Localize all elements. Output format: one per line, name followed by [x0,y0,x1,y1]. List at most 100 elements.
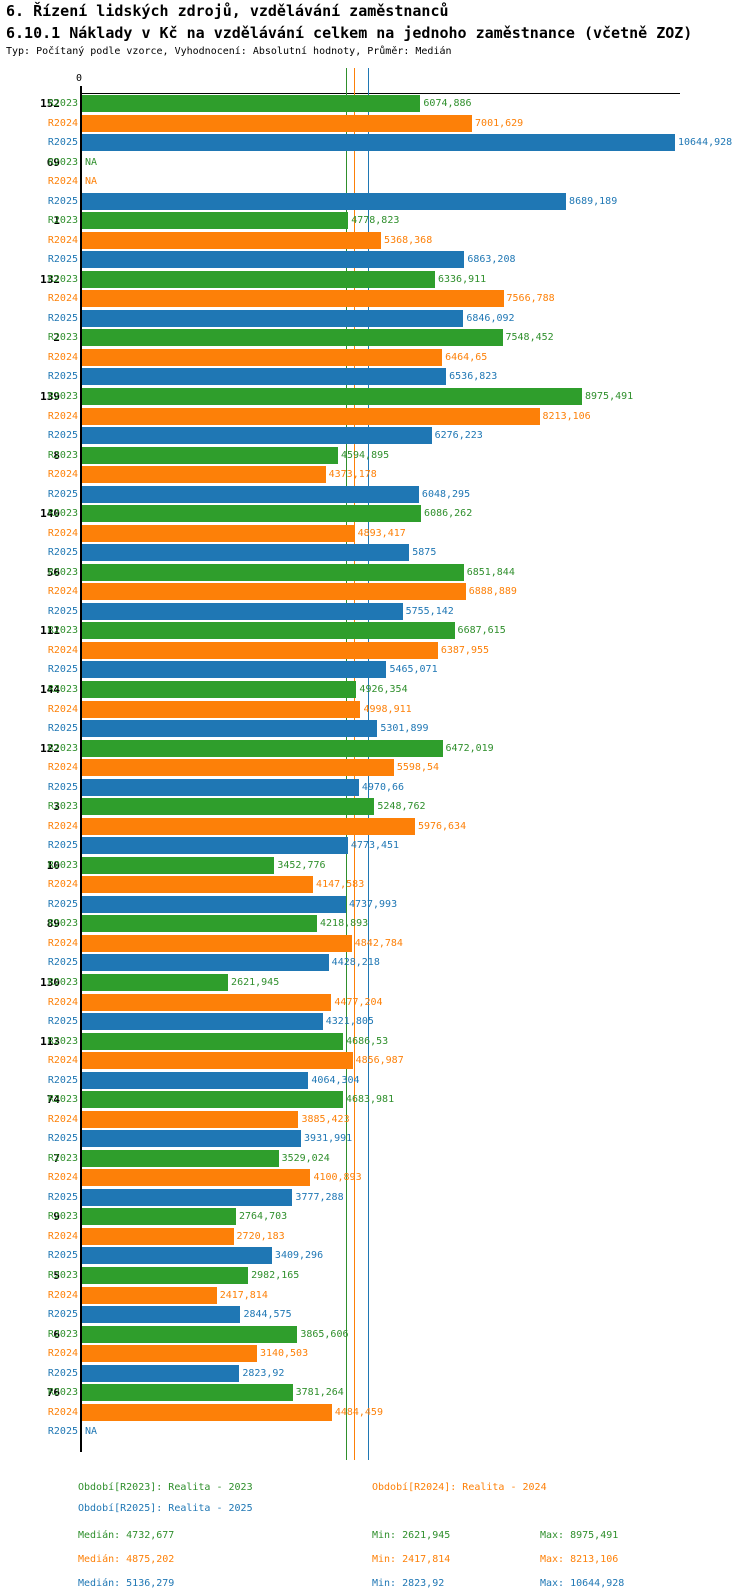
bar[interactable] [82,661,387,679]
bar[interactable] [82,1325,298,1343]
bar[interactable] [82,895,346,913]
bar[interactable] [82,1110,299,1128]
series-label-r2023: R2023 [47,977,78,988]
legend-stat-max-r2024: Max: 8213,106 [540,1554,619,1565]
bar-row: R2025 5301,899 [0,719,750,738]
bar[interactable] [82,1169,311,1187]
bar[interactable] [82,837,348,855]
bar[interactable] [82,1227,234,1245]
bar[interactable] [82,1013,323,1030]
bar[interactable] [82,622,455,640]
bar-value-label: 6888,889 [468,586,517,598]
bar[interactable] [82,368,447,386]
bar[interactable] [82,505,422,523]
bar[interactable] [82,1306,241,1323]
plot-top-rule [80,93,680,94]
bar[interactable] [82,583,466,601]
bar[interactable] [82,974,229,991]
bar[interactable] [82,290,504,308]
bar[interactable] [82,1208,236,1226]
bar[interactable] [82,1071,309,1089]
bar[interactable] [82,641,438,659]
bar[interactable] [82,309,464,327]
bar-value-label: 5755,142 [405,605,454,617]
bar-value-label: 4773,451 [350,840,400,852]
bar[interactable] [82,1032,344,1050]
bar-row: R2024 4373,178 [0,465,750,484]
bar[interactable] [82,1188,293,1206]
legend-stat-median-r2025: Medián: 5136,279 [78,1578,175,1589]
bar[interactable] [82,407,540,425]
bar[interactable] [82,993,332,1011]
bar[interactable] [82,1091,343,1109]
bar[interactable] [82,700,361,718]
bar[interactable] [82,134,675,151]
bar[interactable] [82,1247,272,1265]
bar[interactable] [82,270,435,288]
bar[interactable] [82,778,359,796]
bar[interactable] [82,798,375,816]
bar[interactable] [82,1403,332,1421]
bar[interactable] [82,1149,279,1167]
bar-row: R2025 2844,575 [0,1305,750,1324]
group-id-label: 2 [53,331,60,345]
bar[interactable] [82,251,465,269]
bar-row: R2023 4218,893 [0,914,750,933]
series-label-r2025: R2025 [47,1016,78,1027]
bar[interactable] [82,876,314,894]
bar[interactable] [82,231,382,249]
bar[interactable] [82,817,415,835]
bar[interactable] [82,563,464,581]
bar-row: R2025 3931,991 [0,1129,750,1148]
bar[interactable] [82,524,355,542]
bar[interactable] [82,192,567,210]
bar-value-label: 5465,071 [389,664,438,676]
bar-value-label: 4100,893 [313,1172,362,1184]
bar[interactable] [82,934,352,952]
bar[interactable] [82,1052,353,1070]
bar[interactable] [82,602,403,620]
bar[interactable] [82,739,443,757]
bar[interactable] [82,1286,217,1304]
bar[interactable] [82,466,326,484]
bar-group: 1 R2023 4778,823 R2024 5368,368 R2025 6863,208 [0,211,750,270]
bar[interactable] [82,348,443,366]
series-label-r2025: R2025 [47,371,78,383]
bar[interactable] [82,212,349,230]
bar[interactable] [82,544,410,562]
bar[interactable] [82,759,394,777]
bar[interactable] [82,954,329,972]
bar-value-label: 4321,805 [325,1016,374,1027]
series-label-r2024: R2024 [47,117,78,129]
bar[interactable] [82,1384,293,1402]
bar[interactable] [82,1267,249,1284]
bar[interactable] [82,1364,240,1382]
bar-row: R2024 4477,204 [0,993,750,1012]
bar-value-label: 3865,606 [300,1328,349,1340]
bar-group: 2 R2023 7548,452 R2024 6464,65 R2025 6536,823 [0,328,750,387]
bar-value-label: 3931,991 [304,1133,353,1145]
group-id-label: 1 [53,214,60,228]
bar-value-label: 6336,911 [438,273,487,285]
group-id-label: 152 [40,97,60,110]
bar[interactable] [82,114,473,132]
group-id-label: 140 [40,507,60,521]
bar-value-label: 4218,893 [320,918,369,930]
bar[interactable] [82,720,378,737]
bar[interactable] [82,446,338,464]
bar-row: R2024 NA [0,172,750,191]
bar[interactable] [82,485,419,503]
series-label-r2023: R2023 [47,801,78,813]
bar[interactable] [82,1130,302,1148]
bar[interactable] [82,856,275,874]
bar[interactable] [82,681,357,698]
bar[interactable] [82,388,582,405]
bar-na-label: NA [85,1426,98,1438]
bar[interactable] [82,95,421,112]
bar[interactable] [82,329,503,347]
bar[interactable] [82,915,318,933]
legend-entry-r2025: Období[R2025]: Realita - 2025 [78,1503,253,1514]
bar[interactable] [82,427,432,444]
bar[interactable] [82,1345,257,1363]
group-id-label: 89 [46,917,60,931]
